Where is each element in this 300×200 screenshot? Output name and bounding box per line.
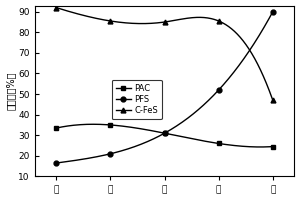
Y-axis label: 去除率（%）: 去除率（%） — [6, 72, 16, 110]
Legend: PAC, PFS, C-FeS: PAC, PFS, C-FeS — [112, 80, 162, 119]
